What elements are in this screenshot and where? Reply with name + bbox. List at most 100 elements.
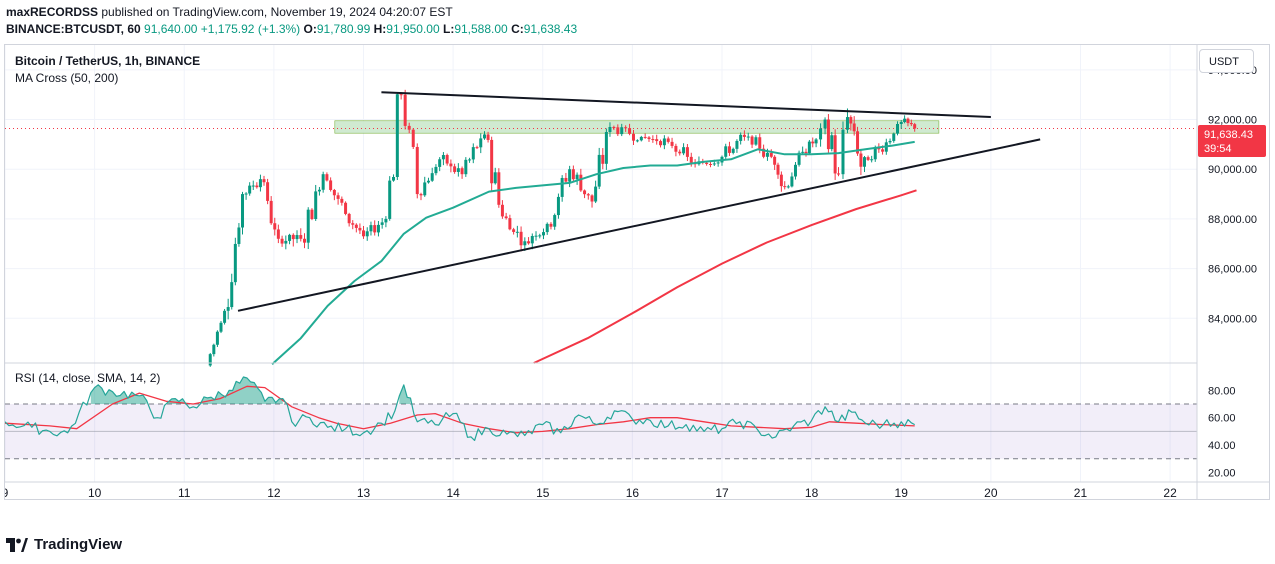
footer-brand[interactable]: TradingView	[6, 536, 122, 553]
candle-body	[453, 166, 457, 172]
candle-body	[280, 238, 284, 244]
candle-body	[545, 223, 549, 233]
candle-body	[369, 225, 373, 232]
ma50-line	[271, 140, 915, 365]
candle-body	[896, 124, 900, 134]
symbol: BINANCE:BTCUSDT, 60	[6, 22, 141, 36]
candle-body	[708, 164, 712, 166]
candle-body	[288, 234, 292, 241]
chart-svg[interactable]: 9 10 11 12 13 14 15 16 17 18 19 20 21 22 84,000.00 86,0…	[5, 45, 1269, 499]
close-label: C:	[511, 22, 524, 36]
rsi-overbought-fill	[90, 384, 147, 404]
candle-body	[783, 186, 787, 188]
legend-ma: MA Cross (50, 200)	[15, 71, 118, 85]
rsi-overbought-fill	[200, 377, 283, 404]
candle-body	[534, 235, 538, 237]
candle-body	[579, 174, 583, 191]
candle-body	[786, 186, 790, 188]
candle-body	[801, 151, 805, 153]
candle-body	[852, 123, 856, 132]
candle-body	[819, 128, 823, 140]
candle-body	[306, 209, 310, 243]
trendline-lower[interactable]	[237, 138, 1041, 312]
last-price: 91,640.00	[144, 22, 198, 36]
candle-body	[475, 147, 479, 149]
candle-body	[284, 240, 288, 244]
candle-body	[830, 135, 834, 150]
candle-body	[823, 119, 827, 129]
ma200-line	[533, 189, 917, 364]
candle-body	[909, 122, 913, 125]
candle-body	[583, 190, 587, 195]
author-name[interactable]: maxRECORDSS	[6, 5, 99, 19]
candle-body	[833, 135, 837, 174]
candle-body	[482, 134, 486, 139]
candle-body	[594, 186, 598, 202]
candle-body	[655, 139, 659, 142]
candle-body	[549, 223, 553, 227]
candle-body	[807, 141, 811, 154]
candle-body	[742, 134, 746, 137]
time-tick-label: 15	[536, 486, 550, 499]
trendline-upper[interactable]	[381, 91, 991, 119]
candle-body	[445, 155, 449, 164]
candle-body	[564, 177, 568, 182]
candle-body	[746, 136, 750, 138]
candle-body	[244, 193, 248, 195]
currency-button[interactable]: USDT	[1199, 49, 1254, 73]
candle-body	[449, 163, 453, 167]
candle-body	[651, 139, 655, 141]
candle-body	[682, 147, 686, 154]
candle-body	[903, 118, 907, 123]
candle-body	[295, 235, 299, 240]
open-label: O:	[303, 22, 317, 36]
candle-body	[670, 141, 674, 146]
candle-body	[776, 164, 780, 175]
candle-body	[479, 138, 483, 148]
candle-body	[219, 322, 223, 332]
candle-body	[685, 147, 689, 157]
candle-body	[208, 354, 212, 366]
axes: 9 10 11 12 13 14 15 16 17 18 19 20 21 22 84,000.00 86,0…	[5, 65, 1257, 499]
candle-body	[793, 164, 797, 177]
candle-body	[892, 133, 896, 141]
time-tick-label: 12	[267, 486, 281, 499]
candle-body	[399, 94, 403, 96]
chart-container[interactable]: 9 10 11 12 13 14 15 16 17 18 19 20 21 22 84,000.00 86,0…	[4, 44, 1270, 500]
time-tick-label: 11	[178, 486, 191, 499]
price-layer	[5, 89, 1197, 367]
candle-body	[266, 182, 270, 201]
candle-body	[438, 159, 442, 167]
candle-body	[212, 344, 216, 355]
candle-body	[899, 122, 903, 125]
candle-body	[571, 169, 575, 180]
candle-body	[415, 146, 419, 195]
candle-body	[635, 140, 639, 142]
candle-body	[329, 180, 333, 190]
candle-body	[620, 127, 624, 135]
candle-body	[423, 182, 427, 196]
rsi-tick-label: 20.00	[1208, 467, 1236, 479]
candle-body	[276, 229, 280, 239]
candle-body	[856, 131, 860, 154]
candle-body	[441, 155, 445, 160]
candle-body	[538, 235, 542, 237]
candle-body	[237, 227, 241, 244]
candle-body	[735, 140, 739, 149]
candle-body	[302, 238, 306, 243]
candle-body	[608, 126, 612, 133]
candle-body	[866, 157, 870, 160]
candle-body	[310, 209, 314, 220]
rsi-line	[5, 376, 915, 441]
candle-body	[814, 139, 818, 144]
low-label: L:	[443, 22, 455, 36]
candle-body	[523, 241, 527, 246]
candle-body	[392, 176, 396, 181]
candle-body	[340, 198, 344, 203]
candle-body	[332, 189, 336, 196]
price-change: +1,175.92 (+1.3%)	[200, 22, 301, 36]
time-tick-label: 13	[357, 486, 371, 499]
candle-body	[251, 185, 255, 187]
footer-brand-text: TradingView	[34, 536, 123, 553]
candle-body	[873, 147, 877, 160]
